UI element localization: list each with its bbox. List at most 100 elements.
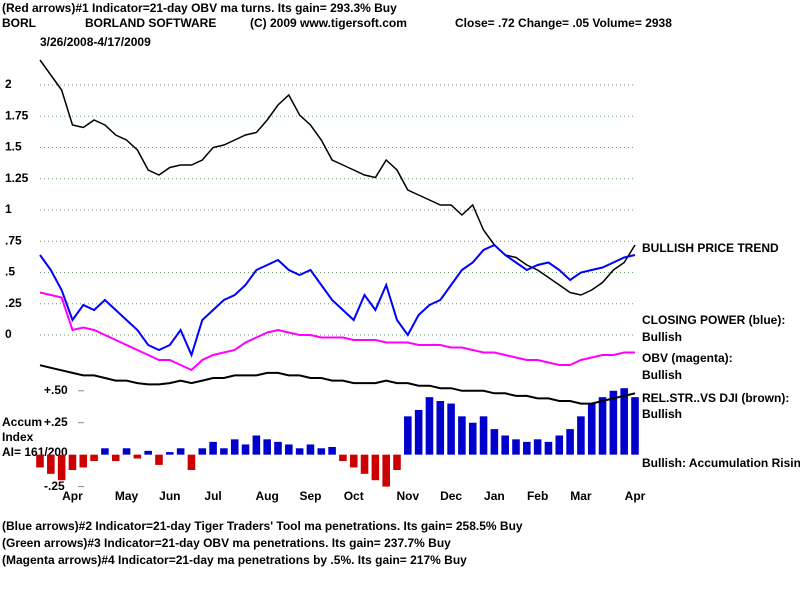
annotation: Bullish: Accumulation Rising <box>642 456 800 470</box>
footer-line: (Blue arrows)#2 Indicator=21-day Tiger T… <box>2 519 523 533</box>
accum-bar <box>501 435 509 455</box>
accum-bar <box>490 429 499 455</box>
y-tick-label: 1.5 <box>5 140 22 154</box>
accum-bar <box>155 454 163 465</box>
annotation: Bullish <box>642 330 682 344</box>
y-tick-label: +.50 <box>44 383 68 397</box>
accum-bar <box>371 454 380 481</box>
accum-bar <box>57 454 66 481</box>
y-tick-label: .75 <box>5 233 22 247</box>
accum-bar <box>436 401 445 455</box>
accum-bar <box>447 403 455 455</box>
accum-label: Accum <box>2 415 42 429</box>
annotation: REL.STR..VS DJI (brown): <box>642 391 789 405</box>
annotation: BULLISH PRICE TREND <box>642 241 779 255</box>
accum-bar <box>360 454 369 474</box>
series-line <box>39 291 635 372</box>
accum-bar <box>295 448 304 455</box>
accum-bar <box>317 448 326 455</box>
y-tick-label: 1 <box>5 202 12 216</box>
accum-bar <box>577 416 585 455</box>
accum-bar <box>79 454 88 468</box>
footer-line: (Green arrows)#3 Indicator=21-day OBV ma… <box>2 536 451 550</box>
x-tick-label: Nov <box>396 489 419 503</box>
y-tick-label: +.25 <box>44 415 68 429</box>
x-tick-label: Sep <box>299 489 321 503</box>
y-tick-label: -.25 <box>44 479 65 493</box>
accum-bar <box>533 439 542 455</box>
accum-bar <box>144 450 152 455</box>
accum-bar <box>479 416 488 455</box>
accum-bar <box>122 448 131 455</box>
accum-bar <box>306 444 315 455</box>
accum-bar <box>328 447 336 455</box>
accum-bar <box>187 454 196 470</box>
accum-bar <box>68 454 77 470</box>
annotation: CLOSING POWER (blue): <box>642 313 785 327</box>
x-tick-label: Mar <box>570 489 592 503</box>
series-line <box>39 364 636 405</box>
accum-bar <box>241 444 250 455</box>
y-tick-label: 2 <box>5 77 12 91</box>
accum-bar <box>566 429 574 455</box>
accum-bar <box>598 397 607 455</box>
copyright: (C) 2009 www.tigersoft.com <box>250 16 407 30</box>
series-line <box>39 59 636 296</box>
accum-bar <box>339 454 347 462</box>
accum-bar <box>349 454 358 468</box>
footer-line: (Magenta arrows)#4 Indicator=21-day ma p… <box>2 553 467 567</box>
accum-bar <box>587 403 596 455</box>
x-tick-label: May <box>115 489 139 503</box>
accum-bar <box>404 416 412 455</box>
accum-bar <box>176 448 185 455</box>
accum-bar <box>263 439 271 455</box>
y-tick-label: 0 <box>5 327 12 341</box>
quote: Close= .72 Change= .05 Volume= 2938 <box>455 16 672 30</box>
x-tick-label: Jan <box>484 489 505 503</box>
x-tick-label: Jul <box>204 489 221 503</box>
annotation: Bullish <box>642 407 682 421</box>
annotation: OBV (magenta): <box>642 351 733 365</box>
series-line <box>39 243 636 358</box>
y-tick-label: 1.25 <box>5 171 29 185</box>
x-tick-label: Jun <box>159 489 180 503</box>
header-line: (Red arrows)#1 Indicator=21-day OBV ma t… <box>2 1 397 15</box>
accum-bar <box>133 454 142 459</box>
accum-bar <box>620 388 628 455</box>
annotation: Bullish <box>642 368 682 382</box>
x-tick-label: Apr <box>625 489 646 503</box>
accum-bar <box>285 444 293 455</box>
x-tick-label: Aug <box>256 489 279 503</box>
accum-bar <box>36 454 44 468</box>
accum-bar <box>609 390 618 455</box>
x-tick-label: Dec <box>440 489 462 503</box>
x-tick-label: Feb <box>527 489 548 503</box>
accum-bar <box>220 448 228 455</box>
accum-bar <box>555 435 564 455</box>
accum-bar <box>544 441 553 455</box>
accum-bar <box>631 397 639 455</box>
accum-bar <box>414 409 423 455</box>
y-tick-label: 1.75 <box>5 108 29 122</box>
x-tick-label: Apr <box>62 489 83 503</box>
accum-bar <box>512 439 520 455</box>
accum-bar <box>90 454 98 462</box>
y-tick-label: .25 <box>5 296 22 310</box>
accum-bar <box>101 448 109 455</box>
accum-bar <box>252 435 261 455</box>
accum-bar <box>274 441 282 455</box>
accum-bar <box>111 454 120 462</box>
accum-bar <box>393 454 401 470</box>
accum-label: Index <box>2 430 34 444</box>
x-tick-label: Oct <box>344 489 364 503</box>
symbol: BORL <box>2 16 36 30</box>
company: BORLAND SOFTWARE <box>85 16 216 30</box>
accum-bar <box>425 397 434 455</box>
accum-bar <box>468 422 477 455</box>
y-tick-label: .5 <box>5 265 15 279</box>
accum-bar <box>166 452 174 455</box>
accum-bar <box>523 441 531 455</box>
accum-bar <box>458 416 466 455</box>
accum-bar <box>198 448 207 455</box>
